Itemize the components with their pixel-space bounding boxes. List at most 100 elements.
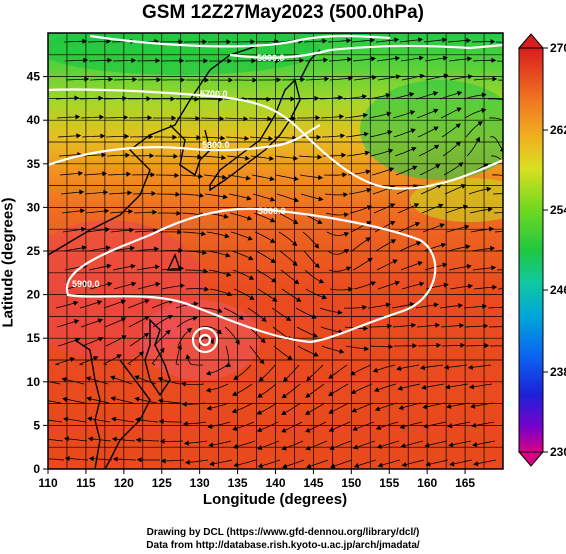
streamline-arrowhead <box>219 116 225 122</box>
streamline-arrowhead <box>339 348 345 354</box>
streamline-arrowhead <box>42 457 46 461</box>
streamline-arrowhead <box>107 281 113 287</box>
streamline-arrowhead <box>205 387 212 393</box>
streamline <box>488 326 503 328</box>
contour-label: 5800.0 <box>202 140 230 150</box>
streamline-arrowhead <box>232 425 238 431</box>
streamline-arrowhead <box>465 244 471 250</box>
streamline-arrowhead <box>341 152 347 158</box>
streamline-arrowhead <box>176 210 182 216</box>
streamline-arrowhead <box>201 249 208 256</box>
streamline-arrowhead <box>470 403 476 409</box>
streamline-arrowhead <box>475 136 480 143</box>
streamline-arrowhead <box>186 327 193 333</box>
streamline-arrowhead <box>281 393 288 399</box>
streamline <box>487 306 503 309</box>
streamline-arrowhead <box>291 115 297 122</box>
streamline-arrowhead <box>281 427 287 433</box>
wind-streamlines <box>42 37 517 469</box>
streamline-arrowhead <box>469 384 475 390</box>
streamline-arrowhead <box>134 396 140 402</box>
streamline-arrowhead <box>364 346 370 352</box>
streamline-arrowhead <box>154 264 160 270</box>
streamline-arrowhead <box>226 39 232 45</box>
colorbar-tick-label: 238 <box>550 365 566 379</box>
contour-labels: 5800.0 5700.0 5800.0 5800.0 5900.0 <box>72 53 286 289</box>
y-tick-label: 25 <box>27 244 41 258</box>
streamline-arrowhead <box>460 342 466 348</box>
x-tick-label: 160 <box>417 476 437 490</box>
streamline-arrowhead <box>513 211 517 215</box>
streamline-arrowhead <box>78 170 84 177</box>
streamline-arrowhead <box>491 57 497 63</box>
streamline-arrowhead <box>442 262 448 268</box>
streamline-arrowhead <box>432 91 439 97</box>
credit-drawing: Drawing by DCL (https://www.gfd-dennou.o… <box>146 527 420 538</box>
streamline-arrowhead <box>220 135 226 141</box>
streamline-arrowhead <box>422 404 428 410</box>
colorbar-tick-label: 262 <box>550 123 566 137</box>
streamline-arrowhead <box>283 376 289 382</box>
streamline-arrowhead <box>87 416 93 422</box>
streamline-arrowhead <box>63 436 69 442</box>
streamline-arrowhead <box>448 442 454 448</box>
streamline-arrowhead <box>365 237 371 243</box>
streamline-arrowhead <box>387 130 393 136</box>
streamline-arrowhead <box>466 37 472 44</box>
streamline-arrowhead <box>366 187 372 193</box>
streamline-arrowhead <box>268 135 274 142</box>
colorbar-top-arrow <box>517 33 545 49</box>
streamline-arrowhead <box>183 440 189 446</box>
streamline-arrowhead <box>85 376 91 382</box>
streamline-arrowhead <box>409 110 416 116</box>
streamline-arrowhead <box>477 121 484 127</box>
streamline-arrowhead <box>75 114 81 120</box>
streamline-arrowhead <box>246 195 252 201</box>
streamline-arrowhead <box>317 219 323 224</box>
x-tick-label: 150 <box>341 476 361 490</box>
streamline-arrowhead <box>257 392 263 398</box>
streamline <box>494 231 503 233</box>
streamline-arrowhead <box>196 135 202 141</box>
streamline-arrowhead <box>353 463 360 469</box>
streamline-arrowhead <box>154 246 160 252</box>
contour-label: 5800.0 <box>258 206 286 216</box>
streamline-arrowhead <box>456 90 463 96</box>
streamline-arrowhead <box>79 189 85 195</box>
streamline-arrowhead <box>221 154 227 161</box>
streamline-arrowhead <box>345 266 352 272</box>
streamline-arrowhead <box>259 358 265 365</box>
streamline-arrowhead <box>152 209 158 215</box>
streamline-arrowhead <box>388 167 395 173</box>
streamline-arrowhead <box>105 226 111 233</box>
streamline-arrowhead <box>116 354 122 359</box>
streamline-arrowhead <box>155 58 161 64</box>
streamline-arrowhead <box>370 37 376 43</box>
y-tick-label: 0 <box>33 462 40 476</box>
streamline-arrowhead <box>86 396 92 402</box>
streamline-arrowhead <box>270 258 276 264</box>
streamline-arrowhead <box>446 403 452 409</box>
streamline-arrowhead <box>271 277 277 283</box>
streamline-arrowhead <box>87 436 93 442</box>
streamline-arrowhead <box>131 57 137 64</box>
x-tick-label: 120 <box>114 476 134 490</box>
streamline-arrowhead <box>435 164 441 169</box>
streamline-arrowhead <box>472 441 478 448</box>
streamline-arrowhead <box>487 206 493 213</box>
streamline-arrowhead <box>245 175 251 181</box>
streamline-arrowhead <box>228 77 234 83</box>
streamline-arrowhead <box>410 128 416 134</box>
streamline-arrowhead <box>510 176 514 180</box>
streamline-arrowhead <box>389 203 396 208</box>
streamline-arrowhead <box>101 152 107 158</box>
streamline-arrowhead <box>322 38 328 44</box>
streamline-arrowhead <box>486 186 492 192</box>
y-tick-label: 15 <box>27 331 41 345</box>
streamline-arrowhead <box>80 208 86 214</box>
streamline-arrowhead <box>106 38 112 44</box>
streamline-arrowhead <box>130 263 136 269</box>
streamline-arrowhead <box>143 332 150 338</box>
streamline <box>496 60 503 62</box>
streamline-arrowhead <box>305 445 311 451</box>
